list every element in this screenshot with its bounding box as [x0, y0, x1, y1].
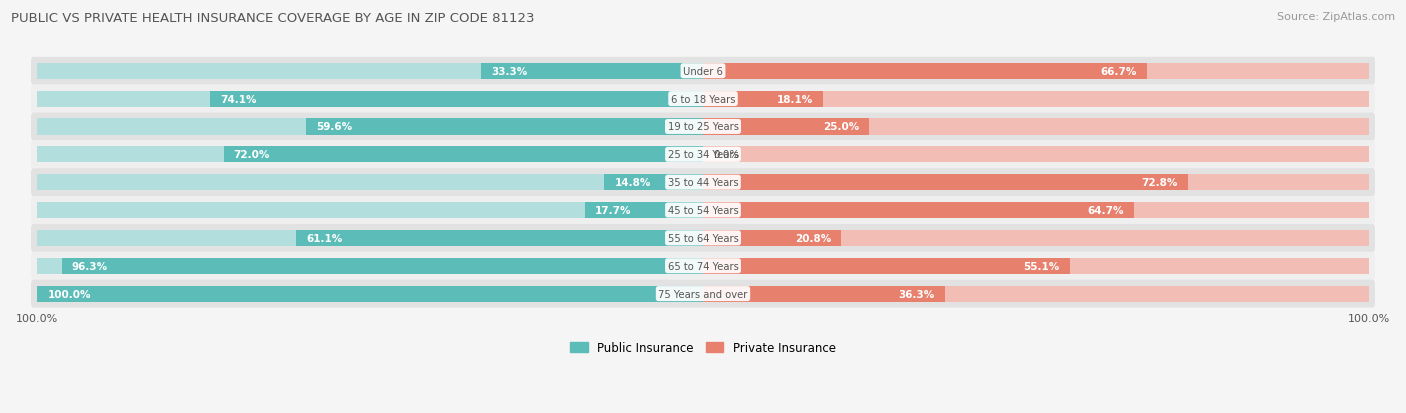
- Bar: [38, 230, 703, 247]
- Text: 14.8%: 14.8%: [614, 178, 651, 188]
- Text: 6 to 18 Years: 6 to 18 Years: [671, 94, 735, 104]
- Text: Source: ZipAtlas.com: Source: ZipAtlas.com: [1277, 12, 1395, 22]
- Text: 0.0%: 0.0%: [713, 150, 740, 160]
- Text: 19 to 25 Years: 19 to 25 Years: [668, 122, 738, 132]
- FancyBboxPatch shape: [31, 85, 1375, 113]
- FancyBboxPatch shape: [31, 141, 1375, 169]
- FancyBboxPatch shape: [31, 113, 1375, 141]
- Bar: [307, 119, 703, 135]
- Text: 75 Years and over: 75 Years and over: [658, 289, 748, 299]
- Bar: [703, 202, 1368, 218]
- Text: 66.7%: 66.7%: [1101, 66, 1137, 76]
- Bar: [38, 91, 703, 107]
- Text: 25.0%: 25.0%: [823, 122, 859, 132]
- FancyBboxPatch shape: [31, 252, 1375, 280]
- Text: 72.8%: 72.8%: [1142, 178, 1178, 188]
- Text: 72.0%: 72.0%: [233, 150, 270, 160]
- Bar: [38, 202, 703, 218]
- FancyBboxPatch shape: [31, 224, 1375, 252]
- FancyBboxPatch shape: [31, 197, 1375, 224]
- Bar: [209, 91, 703, 107]
- Bar: [585, 202, 703, 218]
- FancyBboxPatch shape: [31, 280, 1375, 308]
- Text: 65 to 74 Years: 65 to 74 Years: [668, 261, 738, 271]
- Legend: Public Insurance, Private Insurance: Public Insurance, Private Insurance: [565, 337, 841, 359]
- Bar: [38, 64, 703, 80]
- Bar: [481, 64, 703, 80]
- Text: 55.1%: 55.1%: [1024, 261, 1060, 271]
- Text: 33.3%: 33.3%: [491, 66, 527, 76]
- Bar: [38, 175, 703, 191]
- Text: 64.7%: 64.7%: [1087, 206, 1123, 216]
- Bar: [703, 119, 869, 135]
- Bar: [703, 258, 1368, 274]
- Bar: [38, 258, 703, 274]
- Bar: [703, 91, 824, 107]
- Text: 35 to 44 Years: 35 to 44 Years: [668, 178, 738, 188]
- Bar: [703, 147, 1368, 163]
- Bar: [703, 258, 1070, 274]
- Text: 20.8%: 20.8%: [796, 233, 831, 243]
- Text: 36.3%: 36.3%: [898, 289, 935, 299]
- Bar: [38, 147, 703, 163]
- Text: 96.3%: 96.3%: [72, 261, 108, 271]
- Bar: [297, 230, 703, 247]
- Text: 18.1%: 18.1%: [778, 94, 814, 104]
- Bar: [703, 64, 1147, 80]
- Text: 17.7%: 17.7%: [595, 206, 631, 216]
- Text: 74.1%: 74.1%: [219, 94, 256, 104]
- FancyBboxPatch shape: [31, 58, 1375, 85]
- Text: 100.0%: 100.0%: [48, 289, 91, 299]
- Bar: [605, 175, 703, 191]
- Text: 59.6%: 59.6%: [316, 122, 353, 132]
- FancyBboxPatch shape: [31, 169, 1375, 197]
- Bar: [62, 258, 703, 274]
- Bar: [703, 175, 1368, 191]
- Text: 45 to 54 Years: 45 to 54 Years: [668, 206, 738, 216]
- Bar: [703, 230, 1368, 247]
- Bar: [38, 286, 703, 302]
- Text: PUBLIC VS PRIVATE HEALTH INSURANCE COVERAGE BY AGE IN ZIP CODE 81123: PUBLIC VS PRIVATE HEALTH INSURANCE COVER…: [11, 12, 534, 25]
- Bar: [38, 286, 703, 302]
- Text: Under 6: Under 6: [683, 66, 723, 76]
- Bar: [703, 286, 945, 302]
- Text: 55 to 64 Years: 55 to 64 Years: [668, 233, 738, 243]
- Bar: [703, 230, 841, 247]
- Bar: [703, 202, 1133, 218]
- Bar: [703, 286, 1368, 302]
- Text: 25 to 34 Years: 25 to 34 Years: [668, 150, 738, 160]
- Text: 61.1%: 61.1%: [307, 233, 343, 243]
- Bar: [38, 119, 703, 135]
- Bar: [703, 64, 1368, 80]
- Bar: [703, 91, 1368, 107]
- Bar: [703, 119, 1368, 135]
- Bar: [224, 147, 703, 163]
- Bar: [703, 175, 1188, 191]
